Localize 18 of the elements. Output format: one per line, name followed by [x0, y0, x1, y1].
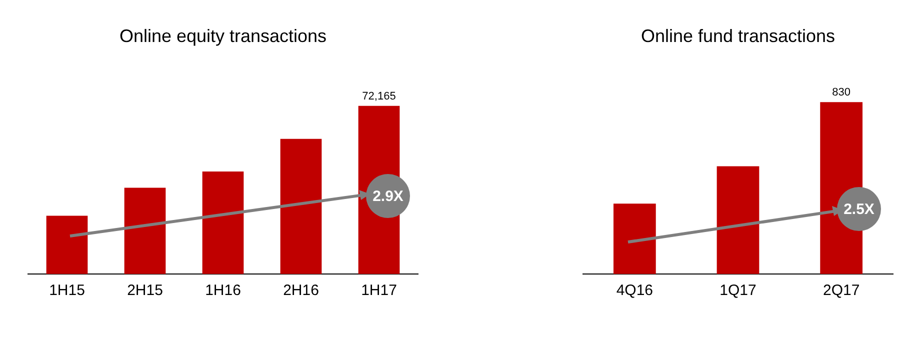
bar: [280, 138, 322, 274]
data-label: 72,165: [362, 90, 396, 102]
chart-title: Online fund transactions: [640, 26, 836, 46]
x-tick-label: 2H15: [127, 282, 163, 300]
bar: [202, 171, 244, 274]
annotation: 2.9X: [366, 174, 410, 218]
x-tick-label: 2H16: [283, 282, 319, 300]
data-label: 830: [832, 86, 851, 99]
x-tick-label: 2Q17: [822, 282, 860, 300]
chart-title: Online equity transactions: [119, 26, 327, 46]
x-tick-label: 1H17: [361, 282, 397, 300]
annotation: 2.5X: [837, 187, 881, 231]
x-tick-label: 1H15: [49, 282, 85, 300]
x-tick-label: 1Q17: [720, 282, 756, 300]
bar: [46, 216, 88, 274]
x-tick-label: 1H16: [205, 282, 241, 300]
x-tick-label: 4Q16: [616, 282, 654, 300]
bar: [124, 188, 166, 274]
